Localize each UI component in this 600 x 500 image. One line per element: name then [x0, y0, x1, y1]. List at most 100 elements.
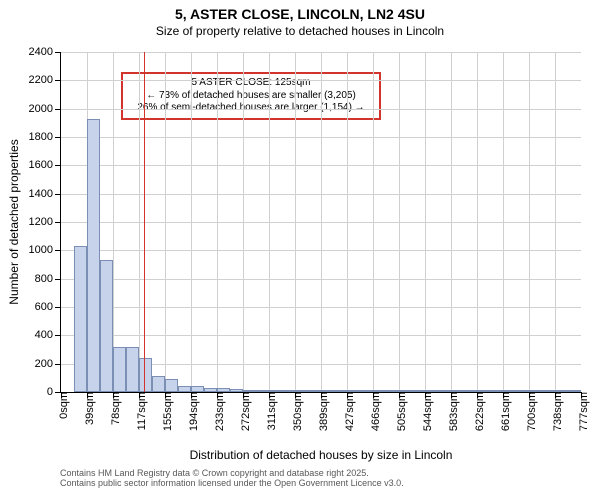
grid-line-vertical: [113, 52, 114, 392]
histogram-bar: [165, 379, 178, 392]
histogram-bar: [308, 390, 321, 392]
y-tick-label: 1800: [29, 131, 61, 143]
x-tick-label: 738sqm: [546, 392, 564, 431]
histogram-bar: [74, 246, 87, 392]
histogram-bar: [490, 390, 503, 392]
grid-line-vertical: [451, 52, 452, 392]
y-tick-label: 800: [35, 273, 61, 285]
x-tick-label: 427sqm: [338, 392, 356, 431]
grid-line-vertical: [477, 52, 478, 392]
grid-line-vertical: [555, 52, 556, 392]
grid-line-vertical: [529, 52, 530, 392]
histogram-bar: [568, 390, 581, 392]
histogram-bar: [360, 390, 373, 392]
histogram-bar: [347, 390, 360, 392]
x-tick-label: 544sqm: [416, 392, 434, 431]
grid-line-vertical: [321, 52, 322, 392]
y-tick-label: 1000: [29, 244, 61, 256]
histogram-bar: [373, 390, 386, 392]
chart-subtitle: Size of property relative to detached ho…: [0, 24, 600, 38]
histogram-bar: [464, 390, 477, 392]
y-tick-label: 400: [35, 329, 61, 341]
property-marker-line: [144, 52, 145, 392]
x-tick-label: 661sqm: [494, 392, 512, 431]
x-tick-label: 389sqm: [312, 392, 330, 431]
x-tick-label: 78sqm: [104, 392, 122, 425]
y-tick-label: 1400: [29, 188, 61, 200]
grid-line-vertical: [269, 52, 270, 392]
x-tick-label: 350sqm: [286, 392, 304, 431]
histogram-bar: [425, 390, 438, 392]
annotation-box: 5 ASTER CLOSE: 125sqm ← 73% of detached …: [121, 72, 381, 120]
histogram-bar: [100, 260, 113, 392]
grid-line-vertical: [243, 52, 244, 392]
histogram-bar: [451, 390, 464, 392]
histogram-bar: [334, 390, 347, 392]
x-tick-label: 777sqm: [572, 392, 590, 431]
histogram-bar: [87, 119, 100, 392]
histogram-bar: [191, 386, 204, 392]
grid-line-vertical: [425, 52, 426, 392]
grid-line-vertical: [217, 52, 218, 392]
x-tick-label: 0sqm: [52, 392, 70, 419]
histogram-bar: [269, 390, 282, 392]
chart-title: 5, ASTER CLOSE, LINCOLN, LN2 4SU: [0, 6, 600, 22]
x-tick-label: 466sqm: [364, 392, 382, 431]
histogram-bar: [113, 347, 126, 392]
x-tick-label: 233sqm: [208, 392, 226, 431]
histogram-bar: [399, 390, 412, 392]
histogram-bar: [178, 386, 191, 392]
grid-line-vertical: [399, 52, 400, 392]
grid-line-vertical: [191, 52, 192, 392]
histogram-bar: [295, 390, 308, 392]
chart-page: 5, ASTER CLOSE, LINCOLN, LN2 4SU Size of…: [0, 0, 600, 500]
histogram-bar: [503, 390, 516, 392]
grid-line-vertical: [503, 52, 504, 392]
x-axis-title: Distribution of detached houses by size …: [61, 448, 581, 462]
histogram-bar: [126, 347, 139, 392]
histogram-bar: [282, 390, 295, 392]
histogram-bar: [217, 388, 230, 392]
y-tick-label: 200: [35, 358, 61, 370]
footer-line-2: Contains public sector information licen…: [60, 478, 404, 488]
histogram-bar: [438, 390, 451, 392]
y-tick-label: 2200: [29, 74, 61, 86]
histogram-bar: [529, 390, 542, 392]
y-tick-label: 2000: [29, 103, 61, 115]
grid-line-vertical: [139, 52, 140, 392]
histogram-bar: [542, 390, 555, 392]
histogram-bar: [256, 390, 269, 392]
x-tick-label: 155sqm: [156, 392, 174, 431]
histogram-bar: [321, 390, 334, 392]
x-tick-label: 311sqm: [260, 392, 278, 430]
histogram-bar: [516, 390, 529, 392]
x-tick-label: 583sqm: [442, 392, 460, 431]
plot-area: Number of detached properties Distributi…: [60, 52, 581, 393]
footer-attribution: Contains HM Land Registry data © Crown c…: [60, 468, 404, 488]
y-tick-label: 600: [35, 301, 61, 313]
y-tick-label: 1200: [29, 216, 61, 228]
y-tick-label: 1600: [29, 159, 61, 171]
grid-line-vertical: [165, 52, 166, 392]
histogram-bar: [477, 390, 490, 392]
y-axis-title: Number of detached properties: [7, 139, 21, 304]
x-tick-label: 39sqm: [78, 392, 96, 425]
histogram-bar: [204, 388, 217, 392]
grid-line-vertical: [373, 52, 374, 392]
x-tick-label: 622sqm: [468, 392, 486, 431]
x-tick-label: 194sqm: [182, 392, 200, 431]
histogram-bar: [243, 390, 256, 392]
histogram-bar: [555, 390, 568, 392]
x-tick-label: 700sqm: [520, 392, 538, 431]
x-tick-label: 272sqm: [234, 392, 252, 431]
y-tick-label: 2400: [29, 46, 61, 58]
histogram-bar: [386, 390, 399, 392]
x-tick-label: 505sqm: [390, 392, 408, 431]
grid-line-vertical: [347, 52, 348, 392]
histogram-bar: [152, 376, 165, 392]
histogram-bar: [139, 358, 152, 392]
footer-line-1: Contains HM Land Registry data © Crown c…: [60, 468, 404, 478]
histogram-bar: [412, 390, 425, 392]
x-tick-label: 117sqm: [130, 392, 148, 430]
grid-line-vertical: [295, 52, 296, 392]
